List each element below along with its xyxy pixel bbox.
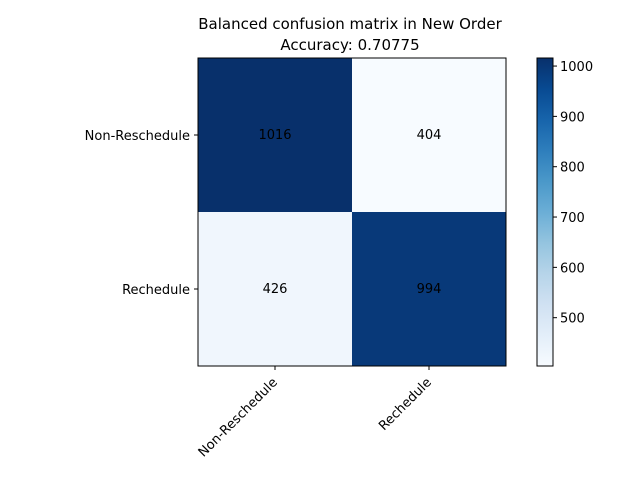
- row-tick-label: Rechedule: [122, 283, 190, 298]
- matrix-frame: [197, 57, 507, 367]
- colorbar: 500 600 700 800 900 1000: [536, 57, 593, 367]
- cell-value-label: 1016: [258, 128, 291, 143]
- cell-value-label: 404: [417, 128, 442, 143]
- colorbar-tick-label: 1000: [560, 60, 593, 75]
- colorbar-tick-label: 600: [560, 261, 585, 276]
- colorbar-tick-label: 500: [560, 312, 585, 327]
- matrix-cell: [198, 58, 352, 212]
- cell-value-label: 994: [417, 282, 442, 297]
- row-tick-label: Non-Reschedule: [85, 129, 190, 144]
- matrix-cell: [352, 58, 506, 212]
- colorbar-tick-label: 900: [560, 110, 585, 125]
- column-tick-label: Rechedule: [376, 375, 435, 434]
- matrix-grid: 1016 404 426 994: [197, 57, 507, 367]
- row-tick-labels: Non-Reschedule Rechedule: [85, 129, 198, 298]
- chart-title: Balanced confusion matrix in New Order: [198, 15, 502, 33]
- column-tick-labels: Non-Reschedule Rechedule: [196, 366, 435, 460]
- colorbar-tick-label: 700: [560, 211, 585, 226]
- colorbar-gradient: [536, 57, 554, 367]
- column-tick-label: Non-Reschedule: [196, 375, 281, 460]
- matrix-cell: [198, 212, 352, 366]
- colorbar-tick-label: 800: [560, 161, 585, 176]
- matrix-cell: [352, 212, 506, 366]
- cell-value-label: 426: [263, 282, 288, 297]
- chart-subtitle: Accuracy: 0.70775: [280, 36, 419, 54]
